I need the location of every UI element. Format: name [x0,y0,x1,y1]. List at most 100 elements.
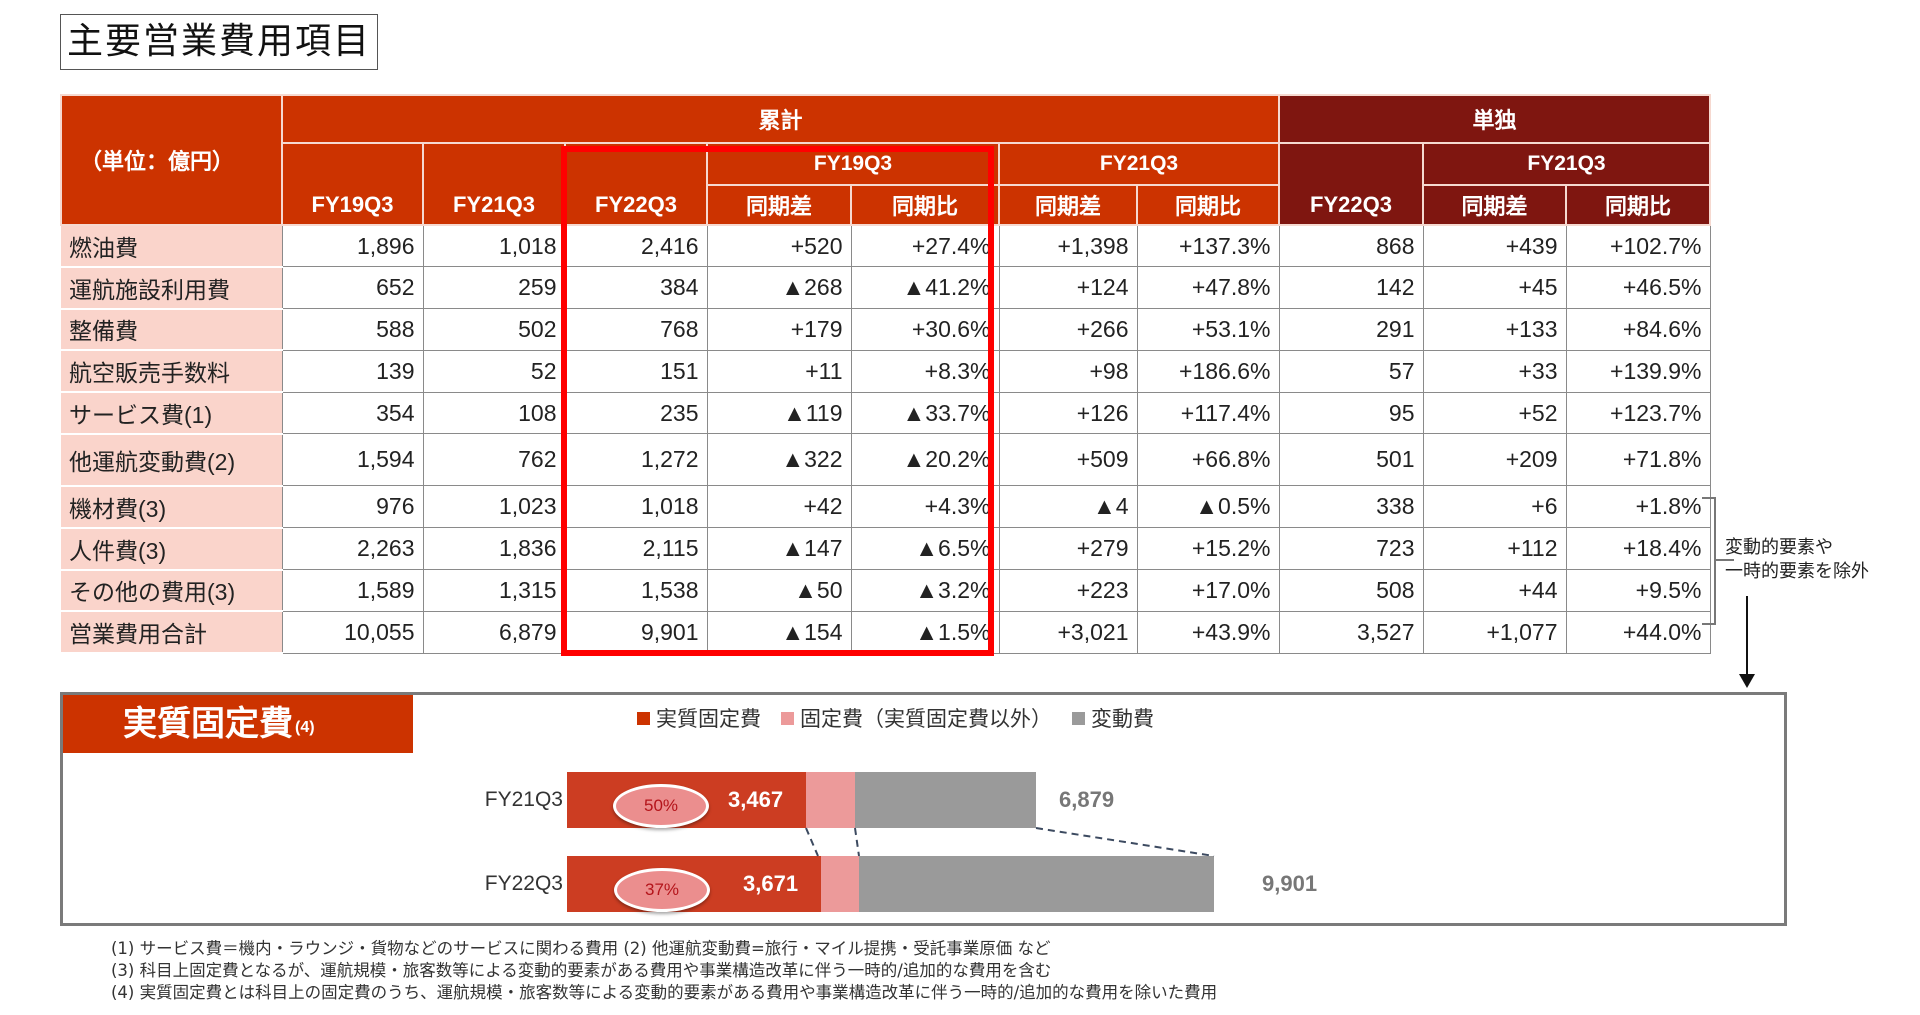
cell-single-ratio: +18.4% [1565,527,1711,571]
cell-fy22q3: 384 [564,266,708,310]
cell-fy22q3: 1,272 [564,433,708,487]
bar-value-real-fixed: 3,467 [728,787,784,812]
cell-single-diff: +6 [1422,485,1567,529]
table-row: サービス費(1) 354 108 235 ▲119 ▲33.7% +126 +117.4% 95… [61,391,1711,435]
cell-fy21q3: 1,023 [422,485,566,529]
col-header-diff: 同期差 [1422,184,1567,226]
row-label: 燃油費 [61,224,283,268]
cell-single-ratio: +9.5% [1565,569,1711,612]
cell-vs21-ratio: +43.9% [1136,610,1280,654]
table-row: 整備費 588 502 768 +179 +30.6% +266 +53.1% 291 +133 +… [61,307,1711,352]
cell-single-ratio: +46.5% [1565,266,1711,310]
cell-vs19-diff: +42 [706,485,852,529]
cell-single-ratio: +71.8% [1565,433,1711,487]
cell-fy21q3: 762 [422,433,566,487]
cell-vs19-diff: ▲322 [706,433,852,487]
cell-single-diff: +439 [1422,224,1567,268]
legend-item-variable: 変動費 [1072,703,1154,733]
cell-single-ratio: +44.0% [1565,610,1711,654]
col-header-single-fy22q3: FY22Q3 [1278,142,1424,226]
chart-legend: 実質固定費 固定費（実質固定費以外） 変動費 [637,703,1154,733]
table-row: 他運航変動費(2) 1,594 762 1,272 ▲322 ▲20.2% +509 +66.… [61,432,1711,487]
side-note-line1: 変動的要素や [1725,537,1833,558]
bar-connector-lines [805,827,1215,857]
cell-fy19q3: 1,594 [281,433,424,487]
bar-total: 6,879 [1059,787,1115,812]
footnote-4: (4) 実質固定費とは科目上の固定費のうち、運航規模・旅客数等による変動的要素が… [111,983,1218,1002]
col-header-ratio: 同期比 [1565,184,1711,226]
side-note-line2: 一時的要素を除外 [1725,561,1869,582]
cell-vs19-diff: ▲147 [706,527,852,571]
cell-vs21-ratio: +117.4% [1136,391,1280,435]
legend-label: 変動費 [1091,707,1154,731]
bar-segment-variable [855,772,1036,828]
table-row: 営業費用合計 10,055 6,879 9,901 ▲154 ▲1.5% +3,021 +43… [61,610,1711,655]
cell-single-ratio: +84.6% [1565,308,1711,351]
cell-fy21q3: 1,018 [422,224,566,268]
bar-segment-other-fixed [821,856,859,912]
cell-single-ratio: +123.7% [1565,391,1711,435]
arrow-line [1746,596,1748,676]
row-label: その他の費用(3) [61,568,283,613]
group-header-cumulative: 累計 [281,94,1280,144]
cell-fy22q3: 2,416 [564,224,708,268]
cell-fy22q3: 9,901 [564,610,708,654]
cell-fy19q3: 652 [281,266,424,310]
cell-single-ratio: +139.9% [1565,349,1711,393]
cell-vs21-ratio: +137.3% [1136,224,1280,268]
cell-vs21-diff: +126 [998,391,1138,435]
subgroup-header-vs-fy19q3: FY19Q3 [706,142,1000,186]
cell-single-diff: +45 [1422,266,1567,310]
cell-single-fy22q3: 508 [1278,569,1424,612]
row-label: 運航施設利用費 [61,265,283,310]
cell-fy21q3: 6,879 [422,610,566,654]
cell-vs21-diff: +279 [998,527,1138,571]
cell-single-fy22q3: 338 [1278,485,1424,529]
legend-swatch-icon [781,711,794,725]
subgroup-header-single-vs-fy21q3: FY21Q3 [1422,142,1711,186]
cell-vs19-ratio: +30.6% [850,308,1000,351]
footnote-1: (1) サービス費＝機内・ラウンジ・貨物などのサービスに関わる費用 (2) 他運… [111,939,1051,958]
cell-vs21-diff: +223 [998,569,1138,612]
share-badge: 37% [614,868,710,912]
cell-vs21-ratio: ▲0.5% [1136,485,1280,529]
cell-fy19q3: 10,055 [281,610,424,654]
legend-label: 固定費（実質固定費以外） [800,707,1052,731]
unit-label: （単位：億円） [60,94,283,226]
cell-fy19q3: 139 [281,349,424,393]
row-label: サービス費(1) [61,391,283,435]
table-row: その他の費用(3) 1,589 1,315 1,538 ▲50 ▲3.2% +223 +17.… [61,568,1711,613]
cell-single-fy22q3: 3,527 [1278,610,1424,654]
cell-vs21-diff: +98 [998,349,1138,393]
legend-item-other-fixed: 固定費（実質固定費以外） [781,703,1052,733]
cell-vs21-diff: ▲4 [998,485,1138,529]
cell-vs19-ratio: ▲1.5% [850,610,1000,654]
cell-vs19-diff: ▲268 [706,266,852,310]
cell-vs19-ratio: ▲6.5% [850,527,1000,571]
col-header-ratio: 同期比 [850,184,1000,226]
cell-single-diff: +209 [1422,433,1567,487]
cell-vs19-ratio: ▲3.2% [850,569,1000,612]
cell-single-fy22q3: 95 [1278,391,1424,435]
cell-single-fy22q3: 868 [1278,224,1424,268]
col-header-fy22q3: FY22Q3 [564,142,708,226]
cell-single-diff: +44 [1422,569,1567,612]
table-row: 人件費(3) 2,263 1,836 2,115 ▲147 ▲6.5% +279 +15.2%… [61,526,1711,571]
cell-single-diff: +52 [1422,391,1567,435]
footnotes: (1) サービス費＝機内・ラウンジ・貨物などのサービスに関わる費用 (2) 他運… [111,938,1217,1004]
cell-fy22q3: 235 [564,391,708,435]
table-row: 運航施設利用費 652 259 384 ▲268 ▲41.2% +124 +47.8% 142 +… [61,265,1711,310]
cell-vs19-diff: ▲119 [706,391,852,435]
row-label: 人件費(3) [61,526,283,571]
cell-fy21q3: 1,315 [422,569,566,612]
cell-vs21-diff: +509 [998,433,1138,487]
cell-fy22q3: 2,115 [564,527,708,571]
table-row: 航空販売手数料 139 52 151 +11 +8.3% +98 +186.6% 57 +33 +1… [61,349,1711,394]
cell-vs21-ratio: +17.0% [1136,569,1280,612]
cell-vs21-diff: +266 [998,308,1138,351]
cell-fy19q3: 2,263 [281,527,424,571]
cell-fy19q3: 976 [281,485,424,529]
page-title: 主要営業費用項目 [60,14,379,70]
operating-expenses-table: （単位：億円） 累計 単独 FY19Q3 FY21Q3 FY22Q3 FY19Q… [60,94,1711,655]
cell-fy21q3: 108 [422,391,566,435]
